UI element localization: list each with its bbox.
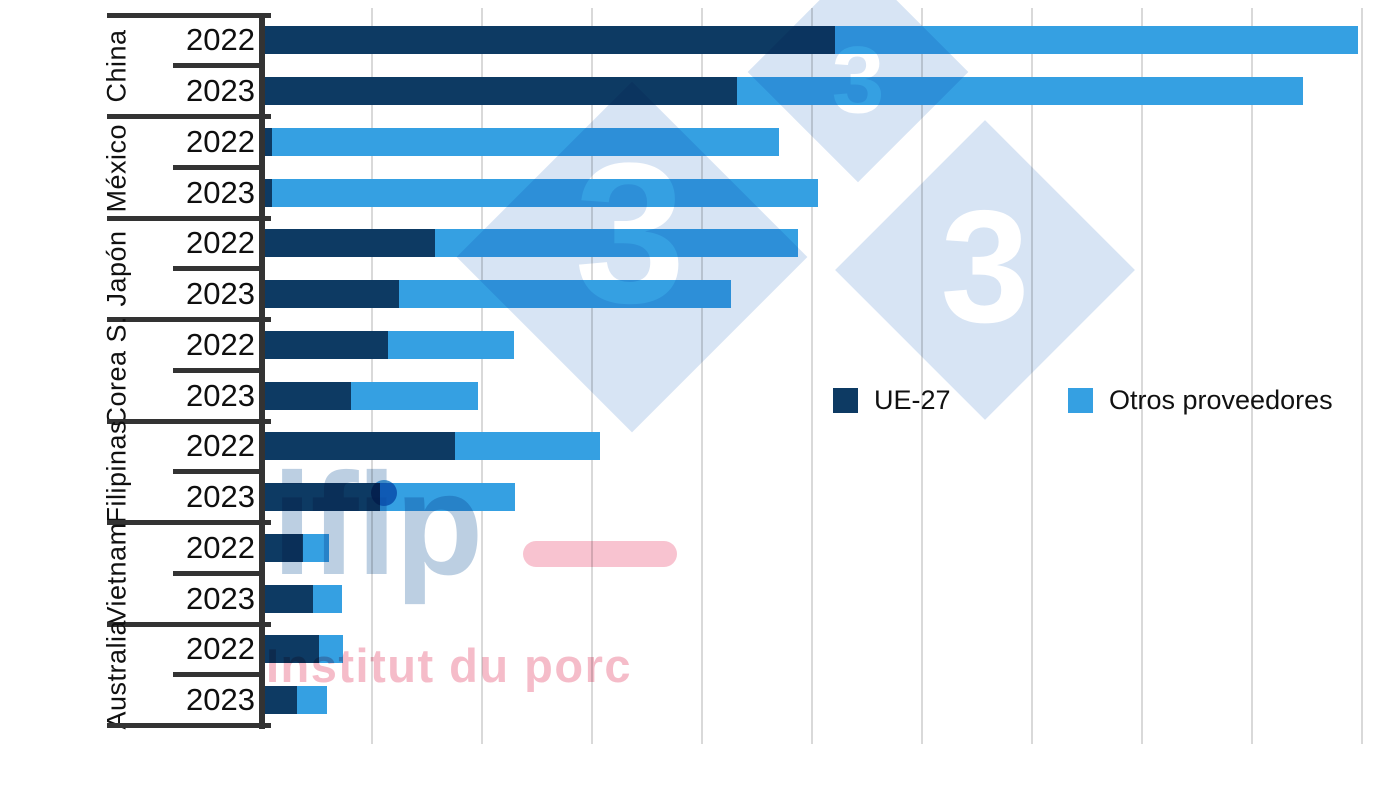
group-separator-line <box>107 418 271 424</box>
legend-swatch-otros <box>1068 387 1093 413</box>
bar-segment-otros <box>737 77 1303 106</box>
year-label: 2022 <box>186 529 255 565</box>
bar-segment-otros <box>351 381 478 410</box>
year-label: 2022 <box>186 631 255 667</box>
stacked-bar-corea-s--2022 <box>264 330 514 359</box>
gridline <box>1361 8 1363 744</box>
gridline <box>481 8 483 744</box>
legend-item-otros: Otros proveedores <box>1068 385 1333 415</box>
group-separator-line <box>107 621 271 627</box>
bar-segment-otros <box>380 483 515 512</box>
bar-segment-otros <box>399 280 731 309</box>
bar-segment-ue27 <box>264 432 455 461</box>
year-tick-line <box>173 367 265 373</box>
gridline <box>371 8 373 744</box>
bar-segment-ue27 <box>264 127 272 156</box>
stacked-bar-australia-2023 <box>264 686 327 715</box>
bar-segment-ue27 <box>264 381 351 410</box>
year-label: 2023 <box>186 174 255 210</box>
bar-segment-ue27 <box>264 686 297 715</box>
group-separator-line <box>107 114 271 119</box>
gridline <box>1031 8 1033 744</box>
gridline <box>1141 8 1143 744</box>
stacked-bar-china-2023 <box>264 77 1303 106</box>
ifip-logo-dash <box>523 541 677 567</box>
bar-segment-otros <box>388 330 514 359</box>
stacked-bar-m-xico-2023 <box>264 178 818 207</box>
year-label: 2022 <box>186 326 255 362</box>
gridline <box>811 8 813 744</box>
bar-segment-otros <box>297 686 327 715</box>
gridline <box>1251 8 1253 744</box>
group-separator-line <box>107 317 271 322</box>
stacked-bar-jap-n-2022 <box>264 229 798 258</box>
year-label: 2022 <box>186 428 255 464</box>
bar-segment-ue27 <box>264 635 319 664</box>
stacked-bar-vietnam-2023 <box>264 584 342 613</box>
group-separator-line <box>107 12 271 18</box>
legend-label-ue27: UE-27 <box>874 384 951 415</box>
bar-segment-otros <box>272 178 818 207</box>
year-label: 2023 <box>186 580 255 616</box>
gridline <box>921 8 923 744</box>
bar-segment-ue27 <box>264 26 835 55</box>
bar-segment-otros <box>303 533 329 562</box>
year-tick-line <box>173 469 265 475</box>
bar-segment-otros <box>835 26 1358 55</box>
bar-segment-otros <box>435 229 798 258</box>
stacked-bar-filipinas-2022 <box>264 432 600 461</box>
y-axis-line <box>259 13 265 729</box>
year-label: 2022 <box>186 22 255 58</box>
stacked-bar-australia-2022 <box>264 635 343 664</box>
legend-item-ue27: UE-27 <box>833 385 951 415</box>
year-tick-line <box>173 570 265 576</box>
bar-segment-otros <box>455 432 600 461</box>
stacked-bar-china-2022 <box>264 26 1358 55</box>
year-label: 2023 <box>186 73 255 109</box>
year-label: 2023 <box>186 479 255 515</box>
bar-segment-otros <box>319 635 343 664</box>
bar-segment-otros <box>272 127 779 156</box>
bar-segment-ue27 <box>264 483 380 512</box>
group-separator-line <box>107 215 271 221</box>
year-label: 2023 <box>186 377 255 413</box>
stacked-bar-filipinas-2023 <box>264 483 515 512</box>
year-label: 2022 <box>186 123 255 159</box>
ifip-logo-text: ifip <box>272 443 483 605</box>
bar-segment-ue27 <box>264 77 737 106</box>
bar-segment-ue27 <box>264 229 435 258</box>
year-tick-line <box>173 164 265 170</box>
group-separator-line <box>107 520 271 525</box>
year-label: 2022 <box>186 225 255 261</box>
bar-segment-ue27 <box>264 330 388 359</box>
bar-segment-otros <box>313 584 342 613</box>
bar-segment-ue27 <box>264 584 313 613</box>
year-tick-line <box>173 672 265 678</box>
gridline <box>701 8 703 744</box>
bar-segment-ue27 <box>264 533 303 562</box>
bar-segment-ue27 <box>264 178 272 207</box>
bar-segment-ue27 <box>264 280 399 309</box>
gridline <box>591 8 593 744</box>
stacked-bar-jap-n-2023 <box>264 280 731 309</box>
year-tick-line <box>173 266 265 272</box>
year-label: 2023 <box>186 276 255 312</box>
watermark-diamond <box>835 120 1135 420</box>
year-label: 2023 <box>186 682 255 718</box>
group-separator-line <box>107 723 271 728</box>
stacked-bar-m-xico-2022 <box>264 127 779 156</box>
stacked-bar-corea-s--2023 <box>264 381 478 410</box>
stacked-bar-vietnam-2022 <box>264 533 329 562</box>
year-tick-line <box>173 63 265 69</box>
watermark-three-glyph: 3 <box>940 176 1030 356</box>
legend-swatch-ue27 <box>833 387 858 413</box>
